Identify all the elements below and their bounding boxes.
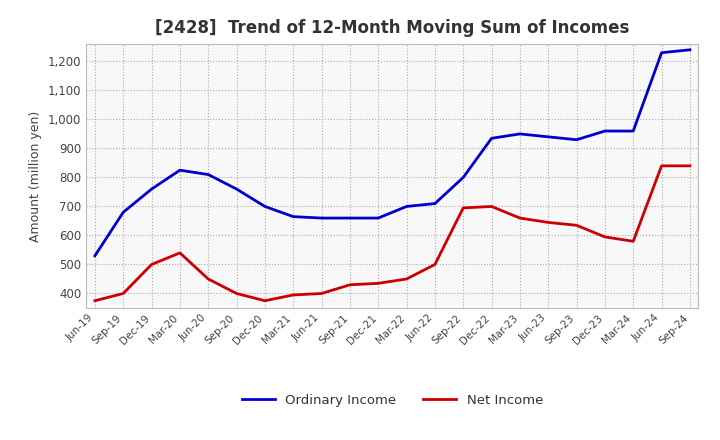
Ordinary Income [374,216,382,221]
Net Income [516,216,524,221]
Ordinary Income [657,50,666,55]
Ordinary Income [119,209,127,215]
Ordinary Income [544,134,552,139]
Net Income [629,238,637,244]
Ordinary Income [402,204,411,209]
Legend: Ordinary Income, Net Income: Ordinary Income, Net Income [237,389,548,412]
Net Income [657,163,666,169]
Net Income [148,262,156,267]
Ordinary Income [204,172,212,177]
Net Income [233,291,241,296]
Ordinary Income [233,187,241,192]
Ordinary Income [516,131,524,136]
Net Income [261,298,269,304]
Ordinary Income [487,136,496,141]
Net Income [119,291,127,296]
Net Income [289,292,297,297]
Title: [2428]  Trend of 12-Month Moving Sum of Incomes: [2428] Trend of 12-Month Moving Sum of I… [156,19,629,37]
Ordinary Income [148,187,156,192]
Ordinary Income [572,137,581,143]
Net Income [346,282,354,287]
Ordinary Income [91,253,99,258]
Y-axis label: Amount (million yen): Amount (million yen) [30,110,42,242]
Net Income [176,250,184,256]
Net Income [544,220,552,225]
Ordinary Income [346,216,354,221]
Ordinary Income [261,204,269,209]
Net Income [459,205,467,211]
Net Income [374,281,382,286]
Ordinary Income [431,201,439,206]
Net Income [318,291,326,296]
Ordinary Income [685,47,694,52]
Net Income [487,204,496,209]
Net Income [91,298,99,304]
Line: Ordinary Income: Ordinary Income [95,50,690,256]
Line: Net Income: Net Income [95,166,690,301]
Ordinary Income [459,175,467,180]
Net Income [572,223,581,228]
Net Income [402,276,411,282]
Net Income [685,163,694,169]
Ordinary Income [176,168,184,173]
Ordinary Income [289,214,297,219]
Ordinary Income [629,128,637,134]
Net Income [600,234,609,239]
Ordinary Income [600,128,609,134]
Ordinary Income [318,216,326,221]
Net Income [204,276,212,282]
Net Income [431,262,439,267]
